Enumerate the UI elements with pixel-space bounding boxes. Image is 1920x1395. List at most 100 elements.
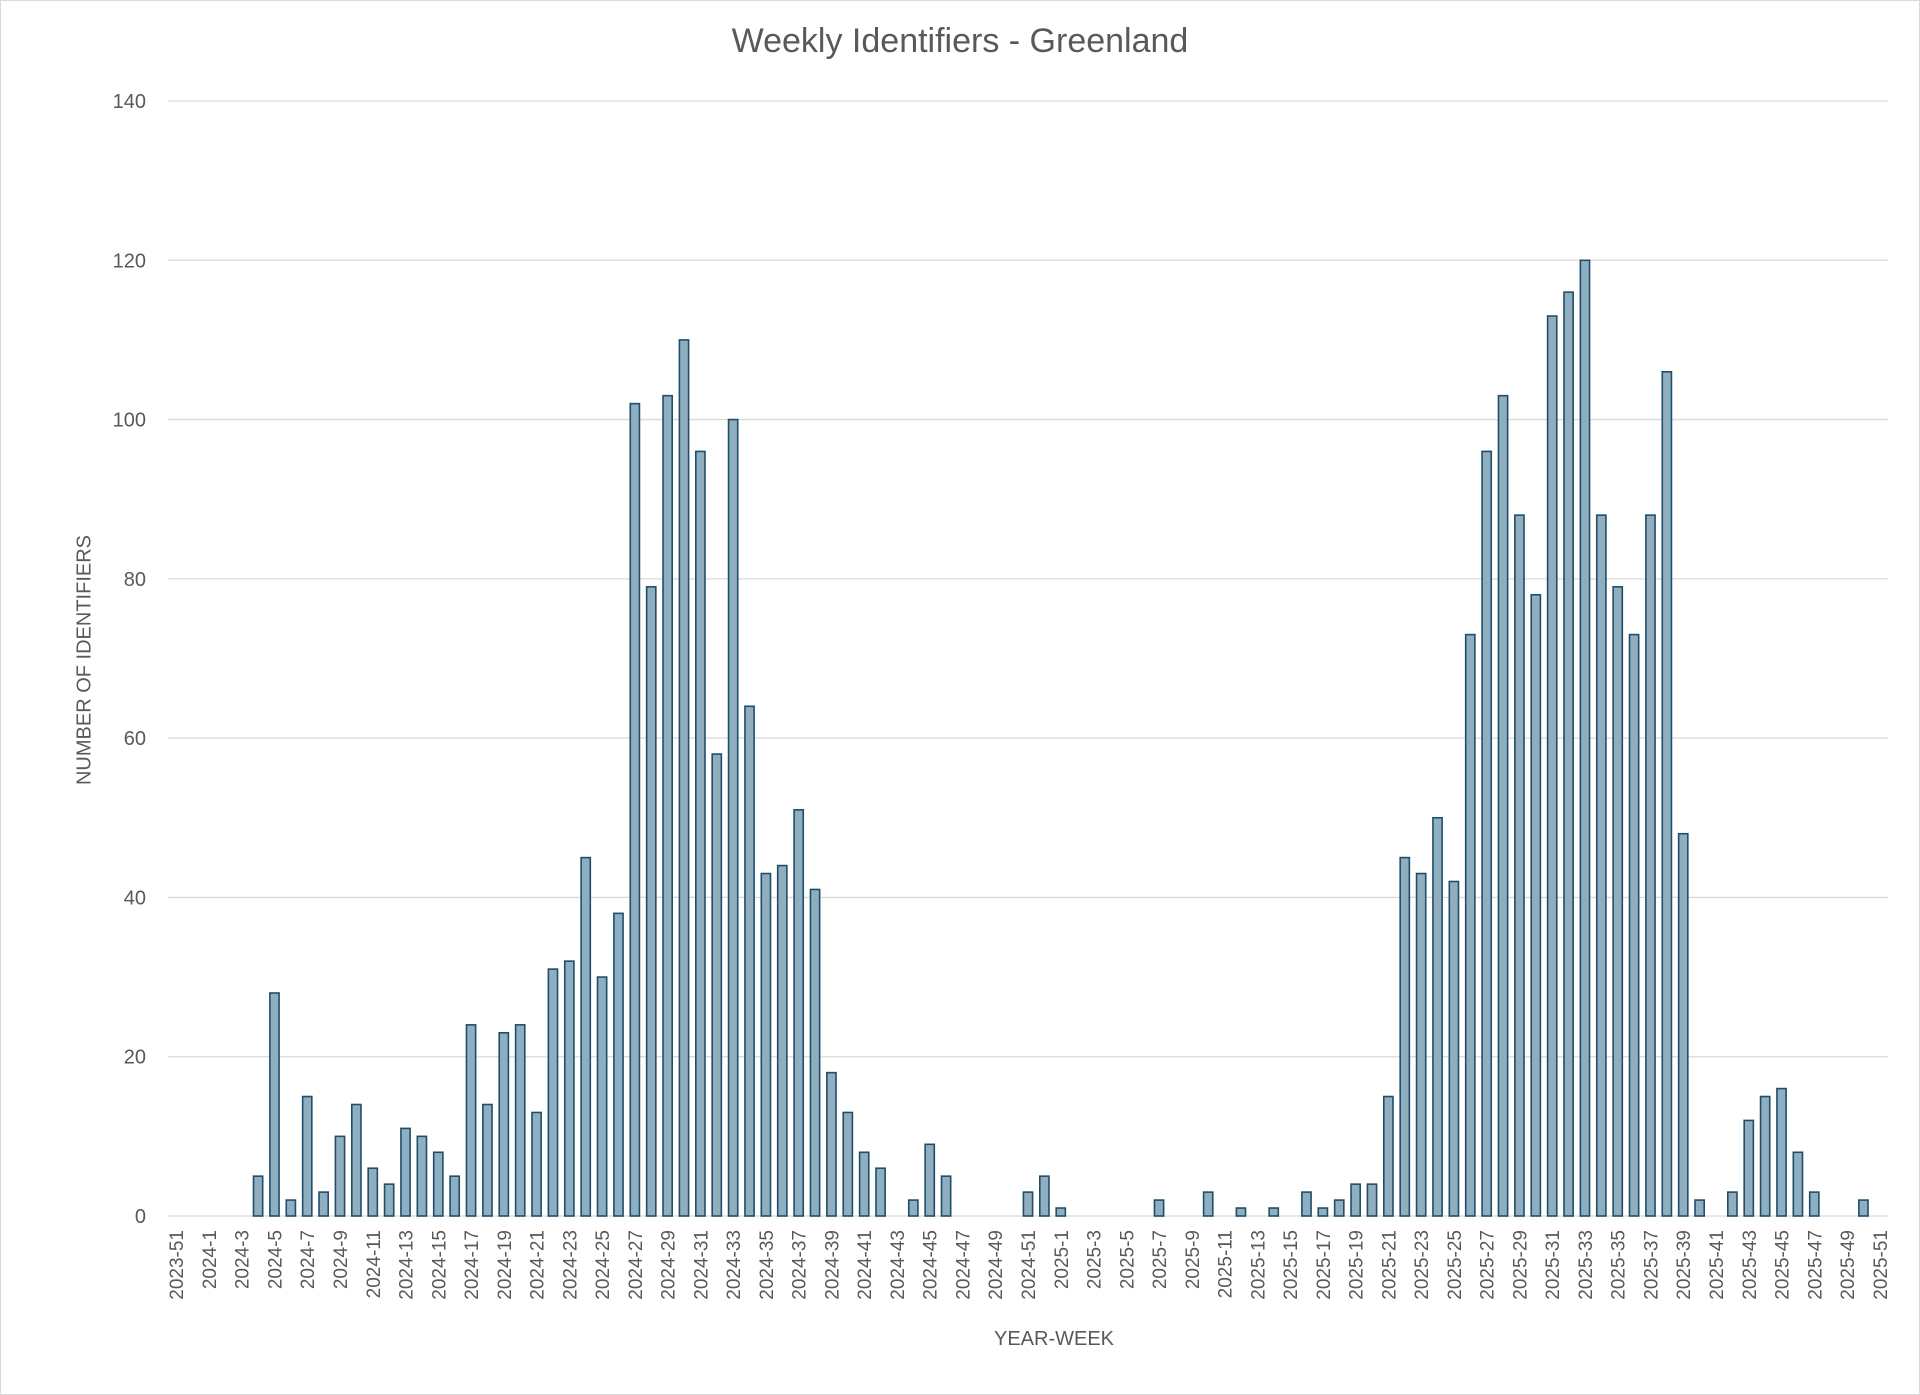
bar: 2025-47: 3 <box>1808 1191 1820 1217</box>
bar: 2024-35: 43 <box>760 872 772 1217</box>
x-tick-label: 2024-17 <box>462 1230 483 1300</box>
bar: 2024-38: 41 <box>809 888 821 1217</box>
x-tick-label: 2024-11 <box>364 1230 385 1298</box>
x-tick-label: 2024-21 <box>528 1230 549 1300</box>
bar: 2024-4: 5 <box>252 1175 264 1217</box>
bar: 2025-24: 50 <box>1432 816 1443 1217</box>
x-tick-label: 2025-31 <box>1543 1230 1564 1300</box>
bar: 2025-42: 3 <box>1726 1191 1738 1217</box>
bar: 2024-29: 103 <box>662 394 674 1217</box>
bar: 2025-25: 42 <box>1448 880 1460 1217</box>
x-tick-label: 2024-15 <box>429 1230 450 1300</box>
x-tick-label: 2025-29 <box>1510 1230 1531 1300</box>
bar: 2025-17: 1 <box>1317 1207 1329 1217</box>
x-tick-label: 2024-47 <box>953 1230 974 1300</box>
x-tick-label: 2025-3 <box>1085 1230 1106 1289</box>
x-tick-label: 2023-51 <box>167 1230 188 1300</box>
x-tick-label: 2025-17 <box>1314 1230 1335 1300</box>
bar: 2024-8: 3 <box>318 1191 330 1217</box>
x-tick-label: 2024-41 <box>855 1230 876 1300</box>
x-axis-ticks: 2023-51 2024-1 2024-3 2024-5 2024-7 2024-9 202… <box>167 1230 1892 1300</box>
x-tick-label: 2025-37 <box>1641 1230 1662 1300</box>
bar: 2024-16: 5 <box>449 1175 461 1217</box>
bar: 2024-46: 5 <box>940 1175 952 1217</box>
bar: 2024-10: 14 <box>350 1103 362 1217</box>
bar: 2025-43: 12 <box>1743 1119 1755 1217</box>
bar: 2024-18: 14 <box>482 1103 493 1217</box>
x-tick-label: 2024-27 <box>626 1230 647 1300</box>
bar: 2024-22: 31 <box>547 968 559 1217</box>
x-axis-label: YEAR-WEEK <box>993 1328 1115 1350</box>
bar: 2024-41: 8 <box>858 1151 870 1217</box>
bar: 2025-37: 88 <box>1645 514 1656 1217</box>
bar: 2025-33: 120 <box>1579 259 1591 1217</box>
bar: 2024-33: 100 <box>727 418 739 1217</box>
x-tick-label: 2024-31 <box>691 1230 712 1300</box>
x-tick-label: 2024-43 <box>888 1230 909 1300</box>
bar: 2024-5: 28 <box>269 992 280 1217</box>
bar: 2024-14: 10 <box>416 1135 428 1217</box>
bar: 2024-31: 96 <box>694 450 706 1217</box>
bar: 2024-15: 8 <box>432 1151 444 1217</box>
bar: 2025-34: 88 <box>1595 514 1607 1217</box>
bar: 2025-7: 2 <box>1153 1199 1165 1217</box>
x-tick-label: 2024-5 <box>265 1230 286 1289</box>
x-tick-label: 2025-13 <box>1248 1230 1269 1300</box>
bar: 2025-45: 16 <box>1776 1087 1787 1217</box>
bar: 2024-13: 11 <box>400 1127 411 1217</box>
bar: 2025-18: 2 <box>1333 1199 1345 1217</box>
x-tick-label: 2024-49 <box>986 1230 1007 1300</box>
x-tick-label: 2025-11 <box>1216 1230 1237 1298</box>
bar: 2025-35: 79 <box>1612 586 1624 1217</box>
x-tick-label: 2025-23 <box>1412 1230 1433 1300</box>
x-tick-label: 2025-35 <box>1609 1230 1630 1300</box>
bar: 2025-31: 113 <box>1546 315 1558 1217</box>
bar: 2024-28: 79 <box>645 586 657 1217</box>
bar: 2025-12: 1 <box>1235 1207 1247 1217</box>
bar: 2024-44: 2 <box>907 1199 919 1217</box>
x-tick-label: 2025-15 <box>1281 1230 1302 1300</box>
bar: 2024-42: 6 <box>875 1167 886 1217</box>
bar: 2025-44: 15 <box>1759 1095 1771 1217</box>
bar: 2024-25: 30 <box>596 976 608 1217</box>
bar: 2025-14: 1 <box>1268 1207 1280 1217</box>
bar: 2024-24: 45 <box>580 856 592 1217</box>
x-tick-label: 2024-37 <box>790 1230 811 1300</box>
bar: 2024-20: 24 <box>514 1024 526 1217</box>
x-tick-label: 2025-33 <box>1576 1230 1597 1300</box>
x-tick-label: 2025-7 <box>1150 1230 1171 1289</box>
bar: 2024-52: 5 <box>1038 1175 1050 1217</box>
bar: 2025-19: 4 <box>1350 1183 1362 1217</box>
bar: 2024-7: 15 <box>301 1095 313 1217</box>
x-tick-label: 2024-51 <box>1019 1230 1040 1300</box>
y-tick-label: 120 <box>113 250 146 272</box>
bar: 2025-40: 2 <box>1694 1199 1706 1217</box>
bar: 2025-22: 45 <box>1399 856 1411 1217</box>
x-tick-label: 2025-51 <box>1871 1230 1892 1300</box>
x-tick-label: 2025-25 <box>1445 1230 1466 1300</box>
bar: 2025-39: 48 <box>1677 832 1689 1217</box>
y-tick-label: 60 <box>124 728 146 750</box>
x-tick-label: 2025-5 <box>1117 1230 1138 1289</box>
bar: 2024-51: 3 <box>1022 1191 1034 1217</box>
bar: 2025-23: 43 <box>1415 872 1427 1217</box>
x-tick-label: 2025-27 <box>1478 1230 1499 1300</box>
bar: 2024-39: 18 <box>826 1071 837 1217</box>
bar: 2024-26: 38 <box>613 912 624 1217</box>
bar: 2024-11: 6 <box>367 1167 379 1217</box>
bar: 2025-50: 2 <box>1858 1199 1869 1217</box>
x-tick-label: 2025-43 <box>1740 1230 1761 1300</box>
x-tick-label: 2025-41 <box>1707 1230 1728 1300</box>
bar: 2024-21: 13 <box>531 1111 542 1217</box>
bar: 2024-9: 10 <box>334 1135 346 1217</box>
x-tick-label: 2024-3 <box>233 1230 254 1289</box>
bar: 2025-30: 78 <box>1530 593 1542 1217</box>
bars: 2024-4: 5 2024-5: 28 2024-6: 2 2024-7: 15 20… <box>252 259 1869 1217</box>
bar: 2025-20: 4 <box>1366 1183 1378 1217</box>
x-tick-label: 2024-7 <box>298 1230 319 1289</box>
x-tick-label: 2025-19 <box>1347 1230 1368 1300</box>
bar: 2024-37: 51 <box>793 809 805 1217</box>
bar: 2025-21: 15 <box>1382 1095 1394 1217</box>
bar: 2024-19: 23 <box>498 1032 510 1217</box>
x-tick-label: 2024-45 <box>921 1230 942 1300</box>
